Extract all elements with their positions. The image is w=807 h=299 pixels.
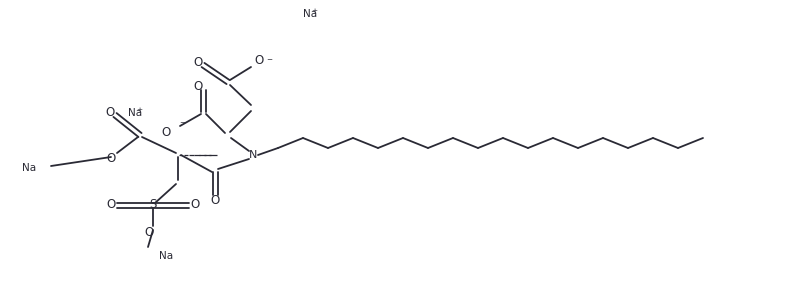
Text: Na: Na <box>303 9 317 19</box>
Text: +: + <box>136 107 142 113</box>
Text: −: − <box>179 120 185 126</box>
Text: O: O <box>254 54 264 68</box>
Text: +: + <box>312 8 317 14</box>
Text: O: O <box>194 80 203 94</box>
Text: S: S <box>149 199 157 211</box>
Text: −: − <box>266 57 272 63</box>
Text: N: N <box>249 150 257 160</box>
Text: O: O <box>144 227 153 239</box>
Text: Na: Na <box>159 251 174 261</box>
Text: O: O <box>107 199 115 211</box>
Text: O: O <box>211 195 220 208</box>
Text: O: O <box>194 56 203 68</box>
Text: O: O <box>107 152 115 166</box>
Text: O: O <box>161 126 171 138</box>
Text: Na: Na <box>128 108 142 118</box>
Text: Na: Na <box>22 163 36 173</box>
Text: O: O <box>106 106 115 118</box>
Text: O: O <box>190 199 199 211</box>
